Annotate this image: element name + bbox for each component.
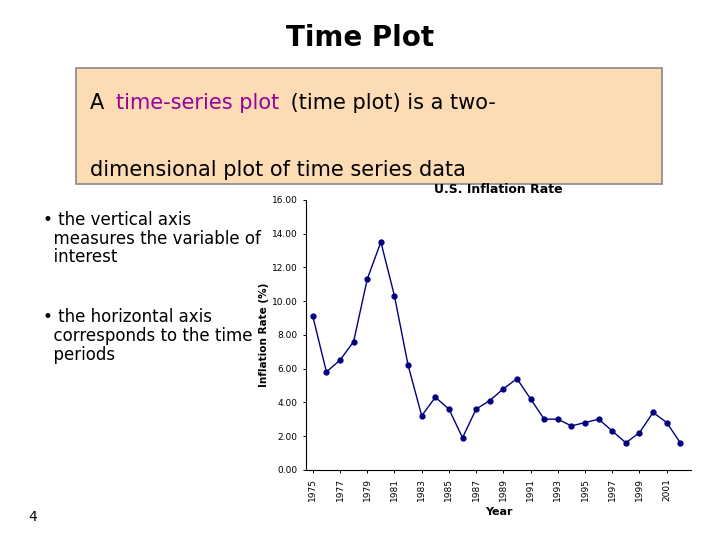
Text: (time plot) is a two-: (time plot) is a two- [284,93,496,113]
Text: • the vertical axis: • the vertical axis [43,211,192,228]
Text: • the horizontal axis: • the horizontal axis [43,308,212,326]
Text: measures the variable of: measures the variable of [43,230,261,247]
Text: dimensional plot of time series data: dimensional plot of time series data [90,160,466,180]
Title: U.S. Inflation Rate: U.S. Inflation Rate [434,183,563,196]
Text: A: A [90,93,111,113]
Text: corresponds to the time: corresponds to the time [43,327,253,345]
Text: Time Plot: Time Plot [286,24,434,52]
Text: time-series plot: time-series plot [115,93,279,113]
X-axis label: Year: Year [485,507,513,517]
Text: interest: interest [43,248,117,266]
Y-axis label: Inflation Rate (%): Inflation Rate (%) [259,282,269,387]
Text: 4: 4 [29,510,37,524]
Text: periods: periods [43,346,115,363]
